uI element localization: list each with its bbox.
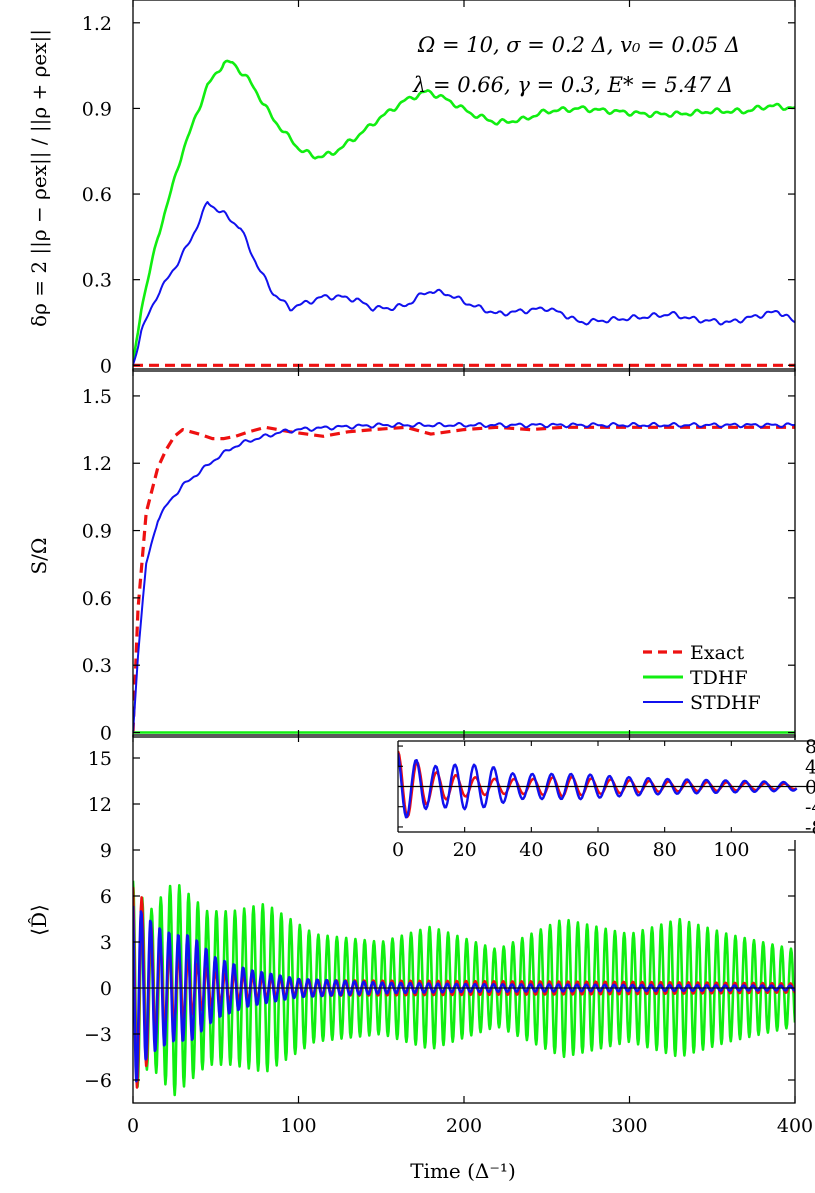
inset-x-tick-label: 0	[392, 839, 404, 861]
inset-x-tick-label: 60	[586, 839, 610, 861]
y-axis-label: S/Ω	[27, 537, 51, 574]
y-axis-label: ⟨D̂⟩	[27, 904, 51, 936]
legend-label-tdhf: TDHF	[690, 667, 748, 689]
y-tick-label: 6	[100, 886, 112, 908]
inset-y-tick-label: -8	[805, 817, 815, 839]
x-tick-label: 0	[127, 1115, 139, 1137]
inset-background	[398, 740, 815, 840]
y-tick-label: 1.5	[82, 386, 112, 408]
y-tick-label: 1.2	[82, 453, 112, 475]
y-tick-label: −6	[84, 1070, 112, 1092]
annotation-line-2: λ = 0.66, γ = 0.3, E* = 5.47 Δ	[412, 73, 733, 97]
plot-area	[133, 880, 795, 1097]
y-tick-label: 0	[100, 355, 112, 377]
series-group	[133, 880, 795, 1097]
y-tick-label: 0.9	[82, 98, 112, 120]
y-tick-label: −3	[84, 1024, 112, 1046]
y-tick-label: 1.2	[82, 13, 112, 35]
series-line-tdhf	[133, 880, 795, 1097]
y-tick-label: 15	[88, 748, 112, 770]
y-axis-label: δρ = 2 ||ρ − ρex|| / ||ρ + ρex||	[27, 29, 52, 327]
legend-label-exact: Exact	[690, 642, 745, 664]
legend: Exact TDHF STDHF	[643, 642, 761, 714]
x-tick-label: 200	[446, 1115, 482, 1137]
inset-y-tick-label: 8	[805, 736, 815, 758]
y-tick-label: 0.3	[82, 655, 112, 677]
y-tick-label: 0.6	[82, 184, 112, 206]
series-group	[133, 59, 795, 367]
axes: 0 0.3 0.6 0.9 1.2 1.5	[82, 368, 796, 745]
inset-plot-area	[398, 750, 815, 819]
inset-y-tick-label: -4	[805, 797, 815, 819]
y-tick-label: 12	[88, 794, 112, 816]
x-tick-label: 100	[280, 1115, 316, 1137]
y-tick-label: 0.3	[82, 270, 112, 292]
x-axis-label: Time (Δ⁻¹)	[410, 1159, 516, 1183]
series-line-stdhf	[133, 421, 795, 733]
panel-delta-rho: 0 0.3 0.6 0.9 1.2 Ω = 10, σ = 0.2 Δ, v₀ = 0.…	[27, 0, 796, 377]
x-tick-label: 300	[611, 1115, 647, 1137]
y-tick-label: 0.9	[82, 521, 112, 543]
inset-y-tick-label: 0	[805, 777, 815, 799]
legend-label-stdhf: STDHF	[690, 692, 761, 714]
inset-series-group	[398, 750, 815, 819]
series-line-tdhf	[133, 59, 795, 363]
inset-x-tick-label: 40	[519, 839, 543, 861]
y-tick-label: 0	[100, 978, 112, 1000]
inset-x-tick-label: 100	[713, 839, 749, 861]
plot-area	[133, 59, 795, 367]
y-tick-label: 9	[100, 840, 112, 862]
panel-entropy: 0 0.3 0.6 0.9 1.2 1.5 S/Ω Exact TDHF STDHF	[27, 368, 796, 745]
y-tick-label: 0.6	[82, 588, 112, 610]
inset-x-tick-label: 80	[653, 839, 677, 861]
y-tick-label: 3	[100, 932, 112, 954]
inset-x-tick-label: 20	[453, 839, 477, 861]
series-line-stdhf	[133, 201, 795, 366]
series-line-stdhf	[133, 905, 795, 1083]
inset-y-tick-label: 4	[805, 756, 815, 778]
annotation-line-1: Ω = 10, σ = 0.2 Δ, v₀ = 0.05 Δ	[417, 33, 740, 57]
series-line-exact	[133, 425, 795, 733]
x-tick-label: 400	[777, 1115, 813, 1137]
y-tick-label: 0	[100, 723, 112, 745]
